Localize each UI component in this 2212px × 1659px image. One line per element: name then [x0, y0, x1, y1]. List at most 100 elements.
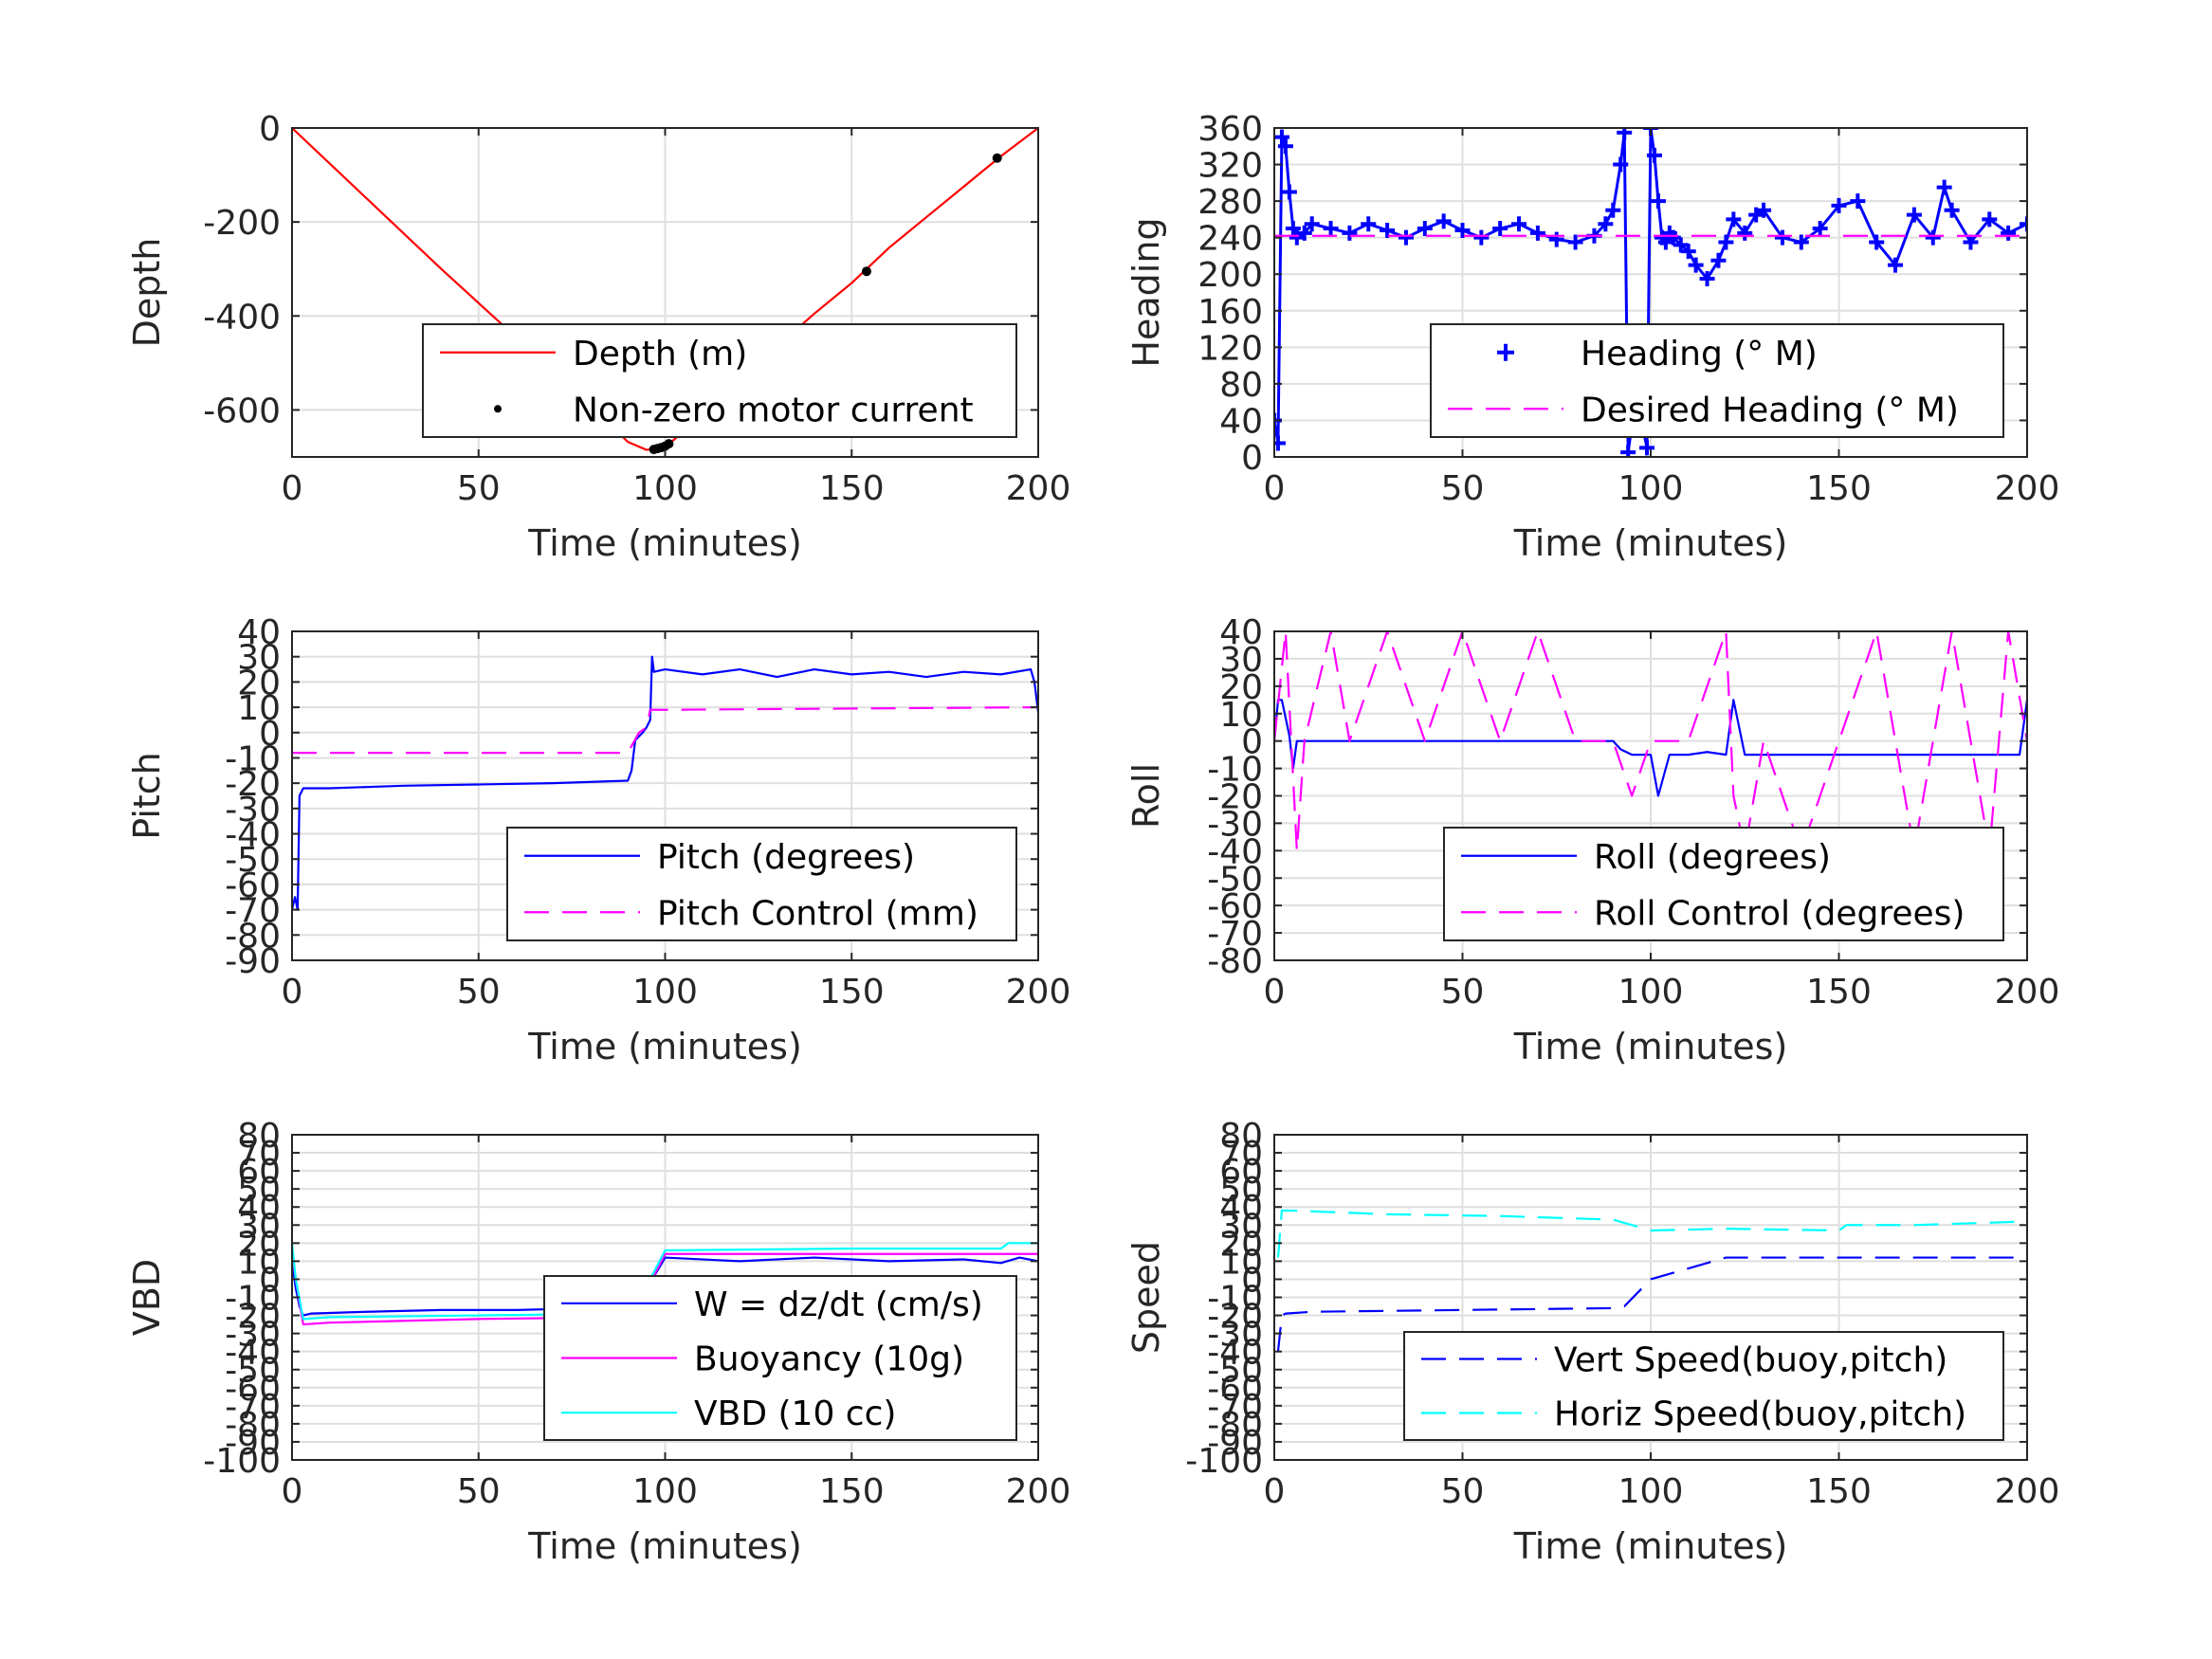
x-tick-label: 50 [1441, 973, 1485, 1012]
series-1-marker [1756, 202, 1772, 218]
y-tick-label: 240 [1197, 220, 1263, 259]
series-1-marker [1812, 221, 1828, 237]
x-tick-label: 100 [632, 1472, 698, 1511]
legend-box [1443, 827, 2004, 941]
legend-entry-label: Roll (degrees) [1594, 838, 1831, 877]
series-1-line [292, 655, 1038, 911]
x-tick-label: 0 [282, 973, 303, 1012]
y-tick-label: -80 [1207, 942, 1263, 981]
y-tick-label: 70 [1219, 1135, 1263, 1174]
subplot-5: 0 50 100 150 200-100-90-80-70-60-50-40-30-20… [126, 1117, 1070, 1567]
series-1-marker [1793, 234, 1809, 250]
series-1-marker [1925, 229, 1941, 246]
series-1-marker [1869, 234, 1885, 250]
y-tick-label: 0 [1241, 1261, 1263, 1300]
series-1-marker [1906, 207, 1922, 223]
y-tick-label: 80 [1219, 366, 1263, 405]
x-tick-label: 0 [1264, 469, 1286, 508]
series-2-line [1276, 1209, 2027, 1258]
legend-swatch [1497, 343, 1514, 361]
y-tick-label: -70 [225, 1388, 281, 1427]
y-tick-label: -10 [225, 1280, 281, 1319]
y-tick-label: -20 [225, 1298, 281, 1337]
y-tick-label: -70 [225, 892, 281, 931]
legend-swatch [494, 405, 502, 413]
subplot-4: 0 50 100 150 200-80-70-60-50-40-30-20-100102… [1125, 613, 2059, 1067]
y-tick-label: -80 [1207, 1406, 1263, 1445]
series-1-marker [1454, 222, 1471, 238]
y-tick-label: -60 [1207, 1370, 1263, 1409]
series-1-marker [1285, 221, 1301, 237]
y-tick-label: 20 [1219, 1225, 1263, 1264]
series-1-marker [1718, 234, 1734, 250]
y-tick-label: -30 [225, 791, 281, 830]
series-1-line [1274, 699, 2027, 797]
y-tick-label: -60 [1207, 887, 1263, 926]
x-tick-label: 150 [1806, 469, 1872, 508]
series-1-marker [1529, 225, 1545, 241]
legend-entry-label: Pitch Control (mm) [657, 894, 978, 933]
y-tick-label: -30 [1207, 805, 1263, 844]
y-axis-label: Heading [1125, 217, 1167, 367]
y-tick-label: -90 [1207, 1424, 1263, 1463]
y-tick-label: 10 [237, 689, 281, 728]
legend-box [1403, 1331, 2004, 1441]
series-1-marker [1277, 138, 1293, 155]
series-1-marker [1473, 229, 1490, 246]
y-tick-label: 60 [237, 1153, 281, 1192]
y-tick-label: 60 [1219, 1153, 1263, 1192]
series-1-marker [1417, 221, 1433, 237]
y-tick-label: -600 [203, 392, 281, 430]
y-tick-label: 10 [1219, 696, 1263, 735]
series-1-marker [1665, 229, 1681, 246]
x-tick-label: 0 [1264, 973, 1286, 1012]
x-axis-label: Time (minutes) [1513, 1525, 1788, 1567]
legend-entry-label: VBD (10 cc) [694, 1395, 896, 1433]
legend: Vert Speed(buoy,pitch) Horiz Speed(buoy,p… [1403, 1331, 2004, 1441]
series-1-marker [1944, 202, 1960, 218]
y-tick-label: 50 [237, 1171, 281, 1210]
legend-entry-label: Roll Control (degrees) [1594, 894, 1965, 933]
y-tick-label: -20 [1207, 1298, 1263, 1337]
x-tick-label: 50 [457, 469, 501, 508]
legend-box [506, 827, 1017, 941]
y-tick-label: 30 [237, 639, 281, 678]
legend-entry-label: Vert Speed(buoy,pitch) [1554, 1341, 1947, 1380]
y-tick-label: 200 [1197, 256, 1263, 295]
legend-entry-label: W = dz/dt (cm/s) [694, 1285, 983, 1324]
legend: W = dz/dt (cm/s) Buoyancy (10g) VBD (10 cc… [543, 1275, 1017, 1441]
series-1-marker [1888, 257, 1904, 273]
x-tick-label: 150 [1806, 1472, 1872, 1511]
series-2-point [861, 266, 871, 277]
x-tick-label: 50 [457, 973, 501, 1012]
y-tick-label: -90 [225, 942, 281, 981]
x-tick-label: 150 [819, 1472, 885, 1511]
y-tick-label: 20 [237, 1225, 281, 1264]
series-1-marker [1398, 229, 1414, 246]
y-tick-label: -50 [225, 1352, 281, 1391]
series-1-line [1276, 1256, 2027, 1352]
series-1-marker [1492, 221, 1508, 237]
subplot-1: 0 50 100 150 200 0 -200 -400 -600 Time (minutes) D… [126, 110, 1070, 564]
series-1-marker [1982, 211, 1998, 228]
legend-box [1430, 323, 2004, 438]
y-axis-label: VBD [126, 1259, 168, 1336]
y-tick-label: 30 [1219, 641, 1263, 680]
y-tick-label: -50 [1207, 860, 1263, 899]
series-1-marker [1361, 216, 1377, 232]
x-axis-label: Time (minutes) [1513, 1026, 1788, 1067]
series-1-marker [2020, 216, 2027, 232]
y-tick-label: 160 [1197, 293, 1263, 332]
y-tick-label: 40 [1219, 1189, 1263, 1228]
y-tick-label: -10 [1207, 751, 1263, 790]
x-tick-label: 50 [457, 1472, 501, 1511]
series-1-marker [1831, 197, 1847, 213]
series-1-marker [1680, 244, 1696, 260]
series-1-marker [1936, 179, 1952, 195]
legend-entry-label: Pitch (degrees) [657, 838, 915, 877]
x-tick-label: 100 [632, 469, 698, 508]
x-tick-label: 200 [1995, 469, 2060, 508]
y-tick-label: 320 [1197, 147, 1263, 186]
x-tick-label: 100 [1618, 469, 1684, 508]
